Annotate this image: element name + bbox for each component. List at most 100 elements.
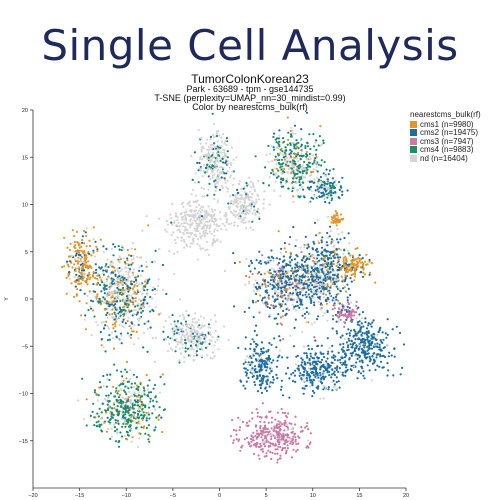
point-cms2: [320, 183, 323, 186]
point-nd: [346, 249, 349, 252]
point-nd: [293, 187, 296, 190]
point-nd: [204, 155, 207, 158]
point-cms2: [316, 266, 319, 269]
point-nd: [312, 154, 315, 157]
point-nd: [111, 261, 114, 264]
point-nd: [321, 314, 325, 317]
point-cms2: [317, 385, 320, 388]
point-cms2: [362, 349, 365, 352]
point-nd: [262, 207, 265, 210]
point-nd: [139, 274, 143, 277]
point-nd: [249, 226, 252, 229]
point-nd: [197, 224, 200, 227]
point-cms2: [312, 181, 315, 184]
point-nd: [183, 356, 186, 359]
point-cms2: [298, 374, 301, 377]
point-cms2: [320, 241, 323, 244]
point-nd: [336, 387, 339, 390]
point-cms4: [111, 407, 114, 410]
point-nd: [120, 418, 123, 421]
point-cms2: [372, 336, 375, 339]
point-nd: [216, 338, 219, 341]
point-cms2: [253, 381, 256, 384]
point-cms2: [320, 257, 323, 260]
point-cms3: [283, 411, 287, 415]
point-cms4: [279, 166, 282, 169]
point-cms2: [322, 388, 325, 391]
point-cms2: [318, 259, 321, 262]
point-cms3: [350, 314, 353, 317]
point-nd: [221, 140, 224, 143]
point-nd: [296, 189, 299, 192]
point-nd: [278, 349, 281, 352]
point-nd: [190, 335, 193, 339]
point-nd: [296, 275, 300, 278]
point-cms2: [248, 306, 251, 309]
point-nd: [211, 215, 214, 218]
point-nd: [315, 286, 318, 290]
point-cms3: [289, 281, 292, 284]
point-cms2: [266, 363, 269, 366]
point-nd: [247, 195, 250, 198]
point-nd: [300, 150, 303, 153]
point-nd: [190, 338, 193, 341]
point-nd: [272, 259, 275, 262]
point-cms2: [268, 385, 271, 388]
point-cms2: [249, 363, 252, 367]
point-nd: [328, 294, 331, 297]
point-nd: [249, 180, 252, 183]
point-cms2: [326, 352, 329, 355]
point-cms2: [321, 194, 324, 197]
point-nd: [300, 166, 303, 169]
point-nd: [216, 199, 220, 202]
point-nd: [124, 415, 127, 418]
point-nd: [224, 181, 227, 184]
point-nd: [200, 219, 203, 222]
point-cms2: [102, 245, 105, 248]
point-cms2: [275, 373, 278, 376]
point-nd: [251, 193, 254, 196]
point-cms1: [293, 156, 296, 159]
point-cms3: [293, 433, 296, 436]
point-cms2: [316, 250, 319, 253]
point-cms3: [263, 455, 266, 458]
point-cms4: [122, 286, 125, 289]
point-cms3: [304, 426, 307, 429]
point-nd: [255, 200, 258, 203]
point-nd: [261, 441, 265, 444]
point-nd: [181, 331, 184, 334]
point-cms3: [279, 421, 282, 424]
point-cms2: [332, 296, 335, 299]
point-cms4: [108, 378, 111, 382]
point-nd: [270, 267, 273, 270]
point-nd: [194, 312, 197, 315]
cluster-4: [151, 298, 230, 364]
point-cms1: [115, 320, 118, 323]
point-cms2: [309, 281, 312, 284]
point-cms1: [342, 279, 345, 282]
point-nd: [335, 183, 338, 186]
point-cms2: [317, 356, 320, 359]
point-nd: [153, 408, 157, 411]
point-cms2: [367, 330, 370, 333]
point-cms4: [326, 196, 329, 199]
point-nd: [314, 141, 317, 144]
point-nd: [211, 357, 214, 360]
point-nd: [185, 310, 188, 313]
point-cms2: [331, 318, 335, 321]
point-nd: [195, 230, 198, 233]
point-cms4: [129, 425, 132, 428]
point-nd: [305, 157, 308, 160]
point-nd: [122, 257, 125, 260]
point-cms3: [262, 431, 265, 434]
point-cms4: [110, 412, 113, 416]
point-nd: [333, 299, 336, 302]
point-cms1: [119, 281, 122, 284]
point-cms2: [301, 294, 304, 297]
point-cms2: [75, 252, 78, 255]
point-nd: [183, 218, 186, 221]
point-nd: [230, 222, 233, 225]
point-nd: [257, 283, 260, 286]
point-cms3: [269, 410, 272, 413]
